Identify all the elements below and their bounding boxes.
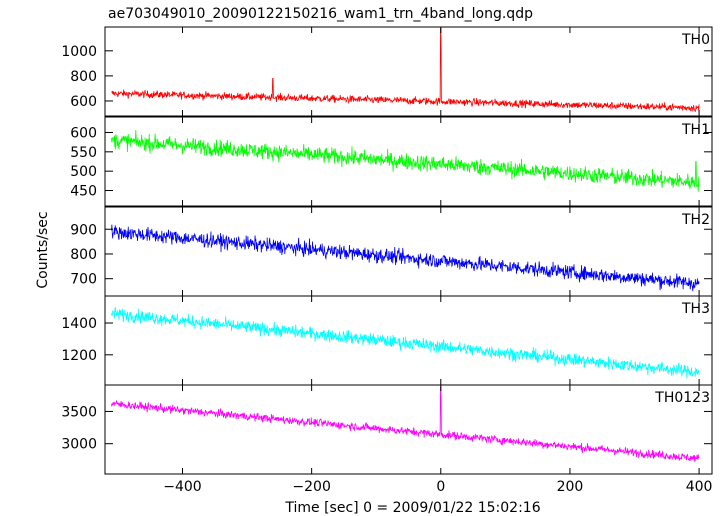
y-axis-label: Counts/sec: [35, 211, 51, 288]
series-line-th3: [111, 307, 700, 379]
series-line-th1: [111, 130, 700, 192]
panel-frame: [104, 116, 713, 207]
y-tick-label: 600: [70, 125, 97, 141]
y-tick-label: 800: [70, 69, 97, 85]
y-tick-label: 500: [70, 164, 97, 180]
y-tick-label: 600: [70, 94, 97, 110]
y-tick-label: 700: [70, 272, 97, 288]
y-tick-label: 3500: [61, 404, 97, 420]
series-line-th2: [111, 224, 700, 292]
panel-label-th3: TH3: [681, 301, 710, 317]
x-tick-label: −200: [292, 479, 330, 495]
panel-frame: [104, 295, 713, 386]
panel-frame: [104, 26, 713, 117]
series-line-th0123: [111, 386, 700, 463]
panel-label-th0123: TH0123: [654, 390, 710, 406]
x-tick-label: 200: [557, 479, 584, 495]
y-tick-label: 550: [70, 145, 97, 161]
panel-th2: 700 800 900 TH2: [70, 206, 713, 297]
x-tick-label: −400: [163, 479, 201, 495]
y-tick-label: 1200: [61, 348, 97, 364]
y-tick-label: 900: [70, 222, 97, 238]
y-tick-label: 800: [70, 247, 97, 263]
panel-label-th0: TH0: [681, 32, 710, 48]
panel-th3: 1200 1400 TH3: [61, 295, 713, 386]
panel-label-th2: TH2: [681, 212, 710, 228]
panel-label-th1: TH1: [681, 122, 710, 138]
chart-title: ae703049010_20090122150216_wam1_trn_4ban…: [108, 6, 533, 22]
panel-frame: [104, 384, 713, 475]
y-tick-label: 1400: [61, 316, 97, 332]
x-axis-label: Time [sec] 0 = 2009/01/22 15:02:16: [284, 500, 540, 516]
y-tick-label: 3000: [61, 437, 97, 453]
y-tick-label: 1000: [61, 44, 97, 60]
panels: 600 800 1000 TH0 450 500 550 600 TH1 700 800 900 TH2…: [61, 26, 713, 495]
panel-th0: 600 800 1000 TH0: [61, 26, 713, 117]
x-tick-label: 400: [686, 479, 713, 495]
x-tick-label: 0: [436, 479, 445, 495]
series-line-th0: [111, 27, 700, 113]
panel-th0123: 3000 3500 TH0123: [61, 384, 713, 475]
panel-th1: 450 500 550 600 TH1: [70, 116, 713, 207]
y-tick-label: 450: [70, 184, 97, 200]
